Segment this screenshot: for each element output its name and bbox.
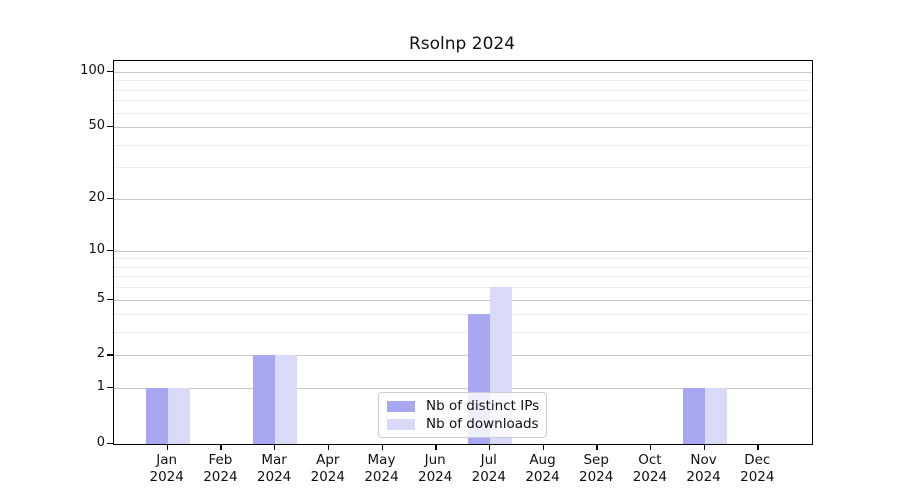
- major-gridline: [114, 198, 812, 200]
- x-axis-tick-label: May 2024: [347, 452, 417, 485]
- x-label-month: Jul: [480, 452, 497, 468]
- bar-downloads: [704, 388, 727, 444]
- minor-gridline: [114, 100, 812, 102]
- minor-gridline: [114, 80, 812, 82]
- bar-downloads: [275, 355, 298, 444]
- x-axis-tick: [435, 445, 437, 450]
- minor-gridline: [114, 314, 812, 316]
- x-axis-tick-label: Jul 2024: [454, 452, 524, 485]
- y-axis-tick-label: 2: [96, 346, 105, 362]
- x-axis-tick: [327, 445, 330, 450]
- minor-gridline: [114, 144, 812, 146]
- major-gridline: [114, 127, 812, 129]
- y-axis-tick-label: 50: [88, 118, 105, 134]
- x-label-year: 2024: [525, 468, 560, 485]
- minor-gridline: [114, 276, 812, 278]
- legend: Nb of distinct IPs Nb of downloads: [378, 392, 547, 438]
- x-axis-tick-label: Jun 2024: [400, 452, 470, 485]
- y-axis-tick: [107, 298, 113, 300]
- y-axis-tick-label: 5: [96, 290, 105, 306]
- minor-gridline: [114, 332, 812, 334]
- x-label-month: Feb: [208, 452, 233, 468]
- legend-item-distinct-ips: Nb of distinct IPs: [387, 398, 540, 414]
- x-label-year: 2024: [149, 468, 184, 485]
- x-label-year: 2024: [364, 468, 399, 485]
- chart-title: Rsolnp 2024: [408, 34, 516, 54]
- y-axis-tick-label: 20: [88, 189, 105, 205]
- x-axis-tick-label: Jan 2024: [132, 452, 202, 485]
- bar-downloads: [167, 388, 190, 444]
- x-label-month: Dec: [744, 452, 771, 468]
- x-axis-tick: [649, 445, 652, 450]
- x-label-year: 2024: [579, 468, 614, 485]
- bar-distinct-ips: [253, 355, 276, 444]
- x-axis-tick-label: Oct 2024: [615, 452, 685, 485]
- x-axis-tick-label: Apr 2024: [293, 452, 363, 485]
- x-axis-tick: [596, 445, 598, 450]
- y-axis-tick: [107, 443, 113, 445]
- x-label-month: Jan: [156, 452, 178, 468]
- x-label-month: Aug: [529, 452, 556, 468]
- major-gridline: [114, 250, 812, 252]
- x-label-year: 2024: [740, 468, 775, 485]
- y-axis-tick: [107, 126, 113, 128]
- major-gridline: [114, 355, 812, 357]
- y-axis-tick: [107, 354, 113, 356]
- x-axis-tick-label: Nov 2024: [669, 452, 739, 485]
- legend-item-downloads: Nb of downloads: [387, 416, 539, 432]
- x-axis-tick-label: Feb 2024: [185, 452, 255, 485]
- minor-gridline: [114, 258, 812, 260]
- x-axis-tick: [381, 445, 383, 450]
- bar-distinct-ips: [682, 388, 705, 444]
- x-axis-tick-label: Sep 2024: [561, 452, 631, 485]
- y-axis-tick-label: 1: [96, 379, 105, 395]
- major-gridline: [114, 72, 812, 73]
- legend-label-downloads: Nb of downloads: [426, 416, 539, 432]
- x-label-year: 2024: [471, 468, 506, 485]
- x-label-month: Oct: [638, 452, 662, 468]
- minor-gridline: [114, 167, 812, 169]
- y-axis-tick: [107, 197, 113, 199]
- x-label-year: 2024: [256, 468, 292, 485]
- bar-distinct-ips: [145, 388, 168, 444]
- x-label-year: 2024: [632, 468, 668, 485]
- y-axis-tick: [107, 71, 113, 73]
- x-axis-tick-label: Aug 2024: [508, 452, 578, 485]
- x-label-month: Nov: [690, 452, 717, 468]
- x-axis-tick: [220, 445, 222, 450]
- x-label-year: 2024: [310, 468, 345, 485]
- x-axis-tick: [166, 445, 169, 450]
- x-axis-tick-label: Dec 2024: [722, 452, 792, 485]
- legend-label-distinct-ips: Nb of distinct IPs: [426, 398, 540, 414]
- x-label-month: Sep: [583, 452, 609, 468]
- x-axis-tick-label: Mar 2024: [239, 452, 309, 485]
- minor-gridline: [114, 112, 812, 114]
- y-axis-tick-label: 10: [88, 241, 105, 257]
- x-axis-tick: [488, 445, 491, 450]
- y-axis-tick-label: 0: [96, 435, 105, 450]
- major-gridline: [114, 299, 812, 301]
- x-label-month: Jun: [424, 452, 446, 468]
- legend-swatch-downloads: [387, 418, 415, 430]
- minor-gridline: [114, 89, 812, 91]
- y-axis-tick: [107, 387, 113, 389]
- x-label-month: Mar: [261, 452, 287, 468]
- x-axis-tick: [542, 445, 544, 450]
- minor-gridline: [114, 266, 812, 268]
- minor-gridline: [114, 287, 812, 289]
- x-label-year: 2024: [686, 468, 721, 485]
- x-label-year: 2024: [418, 468, 453, 485]
- x-label-month: Apr: [316, 452, 340, 468]
- major-gridline: [114, 388, 812, 390]
- plot-area: [113, 60, 813, 445]
- x-label-month: May: [367, 452, 396, 468]
- x-axis-tick: [703, 445, 705, 450]
- y-axis-tick: [107, 249, 113, 252]
- x-axis-tick: [757, 445, 759, 450]
- legend-swatch-distinct-ips: [387, 400, 415, 412]
- y-axis-tick-label: 100: [80, 63, 105, 78]
- x-label-year: 2024: [203, 468, 238, 485]
- x-axis-tick: [274, 445, 276, 450]
